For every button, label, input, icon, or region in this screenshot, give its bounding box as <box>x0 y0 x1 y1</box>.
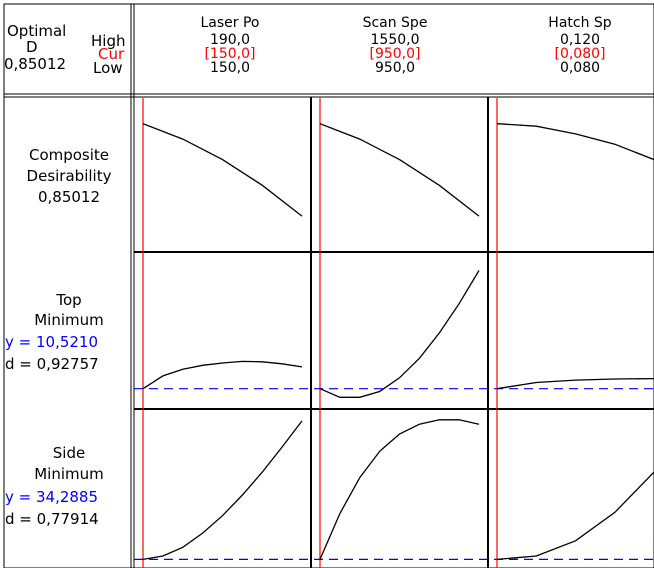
high-label: High <box>91 32 126 50</box>
response-curve <box>319 123 480 217</box>
factor-high-scan: 1550,0 <box>370 32 420 48</box>
response-y-value: y = 34,2885 <box>5 488 99 506</box>
factor-cur-scan: [950,0] <box>369 46 421 62</box>
response-d-value: d = 0,77914 <box>5 510 99 528</box>
factor-low-scan: 950,0 <box>374 60 416 76</box>
cur-label: Cur <box>98 45 125 63</box>
response-label-line1: Side <box>52 444 86 462</box>
factor-high-hatch: 0,120 <box>559 32 601 48</box>
factor-name-laser: Laser Po <box>200 15 260 31</box>
response-curve <box>496 471 654 561</box>
response-label-line1: Composite <box>28 146 110 164</box>
response-curve <box>496 377 654 390</box>
factor-cur-laser: [150,0] <box>204 46 256 62</box>
response-curve <box>319 419 480 560</box>
response-y-value: y = 10,5210 <box>5 333 99 351</box>
response-label-value: 0,85012 <box>37 188 101 206</box>
response-curve <box>319 270 480 398</box>
plot-layer <box>134 98 654 568</box>
factor-low-hatch: 0,080 <box>559 60 601 76</box>
response-label-line2: Minimum <box>34 311 104 329</box>
factor-low-laser: 150,0 <box>209 60 251 76</box>
response-curve <box>496 123 654 161</box>
response-curve <box>142 420 303 561</box>
factor-cur-hatch: [0,080] <box>554 46 606 62</box>
response-label-line2: Desirability <box>26 167 112 185</box>
optimal-label: Optimal <box>7 22 67 40</box>
outer-border <box>3 3 654 568</box>
response-label-line1: Top <box>56 291 82 309</box>
factor-name-scan: Scan Spe <box>362 15 428 31</box>
d-label: D <box>26 38 38 56</box>
d-value: 0,85012 <box>4 55 67 73</box>
response-label-line2: Minimum <box>34 465 104 483</box>
factor-high-laser: 190,0 <box>209 32 251 48</box>
response-d-value: d = 0,92757 <box>5 355 99 373</box>
response-curve <box>142 123 303 217</box>
response-curve <box>142 360 303 390</box>
factor-name-hatch: Hatch Sp <box>548 15 612 31</box>
low-label: Low <box>93 59 123 77</box>
